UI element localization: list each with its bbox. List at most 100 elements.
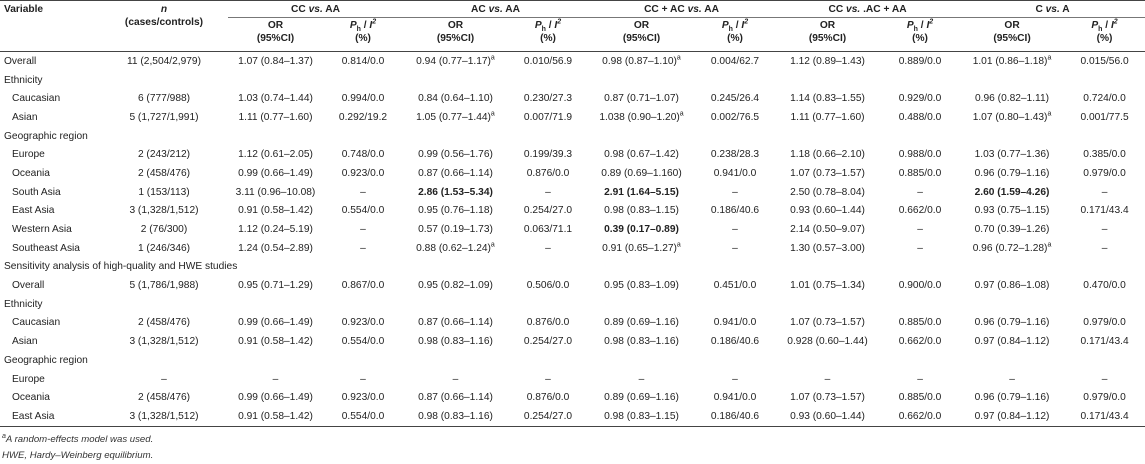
footnote-marker: a <box>490 241 495 249</box>
footnote-marker: a <box>676 54 681 62</box>
ph-i2-cell: 0.004/62.7 <box>710 55 760 67</box>
footnote-random-effects: aA random-effects model was used. <box>2 432 154 445</box>
or-ci-header: OR (95%CI) <box>993 20 1031 44</box>
ph-i2-cell: 0.488/0.0 <box>898 111 942 123</box>
ph-i2-cell: – <box>732 224 738 236</box>
or-cell: 0.93 (0.75–1.15) <box>974 205 1050 217</box>
or-cell: 1.18 (0.66–2.10) <box>790 149 865 161</box>
group-header-ccac-vs-aa: CC + AC vs. AA <box>588 0 776 18</box>
ph-i2-cell: – <box>360 224 366 236</box>
or-cell: 0.87 (0.66–1.14) <box>418 392 493 404</box>
or-cell: 1.24 (0.54–2.89) <box>238 242 313 254</box>
or-cell: 1.03 (0.77–1.36) <box>974 149 1050 161</box>
or-cell: 0.87 (0.66–1.14) <box>418 167 493 179</box>
ph-i2-cell: 0.941/0.0 <box>713 317 757 329</box>
ph-i2-cell: 0.979/0.0 <box>1083 392 1126 404</box>
ph-i2-cell: 0.007/71.9 <box>523 111 573 123</box>
or-cell: 0.95 (0.71–1.29) <box>238 280 313 292</box>
ph-i2-cell: 0.001/77.5 <box>1080 111 1129 123</box>
or-ci-header: OR (95%CI) <box>622 20 661 44</box>
group-header-cc-vs-acaa: CC vs. .AC + AA <box>775 0 961 18</box>
or-cell: 0.93 (0.60–1.44) <box>775 407 881 427</box>
table-row: Asian 5 (1,727/1,991) 1.11 (0.77–1.60) 0.29… <box>0 108 1145 127</box>
table-row: Overall 11 (2,504/2,979) 1.07 (0.84–1.37) 0… <box>0 52 1145 71</box>
or-cell: 0.99 (0.56–1.76) <box>418 149 493 161</box>
ph-i2-cell: – <box>545 242 551 254</box>
ph-i2-header: Ph / I2 (%) <box>349 18 377 44</box>
or-cell: – <box>1009 373 1015 385</box>
row-label: Overall <box>4 55 37 67</box>
or-cell: 0.94 (0.77–1.17)a <box>416 54 495 67</box>
ph-i2-cell: 0.941/0.0 <box>713 167 757 179</box>
ph-i2-header: Ph / I2 (%) <box>1091 18 1118 44</box>
or-cell: 0.97 (0.86–1.08) <box>974 280 1050 292</box>
ph-i2-cell: 0.979/0.0 <box>1083 317 1126 329</box>
or-cell: 1.30 (0.57–3.00) <box>790 242 865 254</box>
ph-i2-cell: – <box>732 373 738 385</box>
ph-i2-cell: 0.171/43.4 <box>1064 407 1145 427</box>
ph-i2-cell: 0.506/0.0 <box>526 280 570 292</box>
or-cell: 1.01 (0.75–1.34) <box>790 280 865 292</box>
row-label: East Asia <box>0 407 100 427</box>
or-cell: 1.11 (0.77–1.60) <box>790 111 865 123</box>
section-row: Geographic region <box>0 351 1145 370</box>
cases-controls-cell: 2 (243/212) <box>137 149 191 161</box>
cases-controls-cell: 11 (2,504/2,979) <box>126 55 201 67</box>
or-cell: 3.11 (0.96–10.08) <box>235 186 316 198</box>
ph-i2-cell: – <box>1101 186 1108 198</box>
row-label: Caucasian <box>12 93 61 105</box>
footnote-abbreviation: HWE, Hardy–Weinberg equilibrium. <box>2 449 154 461</box>
or-cell: 0.88 (0.62–1.24)a <box>416 241 495 254</box>
row-label: Europe <box>12 149 45 161</box>
or-cell: 0.95 (0.76–1.18) <box>418 205 493 217</box>
ph-i2-cell: 0.979/0.0 <box>1083 167 1126 179</box>
row-label: Caucasian <box>12 317 61 329</box>
table-row: East Asia 3 (1,328/1,512) 0.91 (0.58–1.42)… <box>0 407 1145 427</box>
or-cell: 1.14 (0.83–1.55) <box>790 93 865 105</box>
ph-i2-cell: 0.662/0.0 <box>880 407 961 427</box>
ph-i2-cell: 0.876/0.0 <box>526 167 570 179</box>
cases-controls-cell: 3 (1,328/1,512) <box>100 407 228 427</box>
ph-i2-cell: – <box>545 373 551 385</box>
cases-controls-cell: 5 (1,786/1,988) <box>129 280 199 292</box>
cases-controls-cell: 6 (777/988) <box>137 93 191 105</box>
or-cell: 0.95 (0.82–1.09) <box>418 280 493 292</box>
table-row: Western Asia 2 (76/300) 1.12 (0.24–5.19) – 0… <box>0 220 1145 239</box>
ph-i2-cell: – <box>1101 224 1108 236</box>
ph-i2-cell: 0.254/27.0 <box>523 205 573 217</box>
or-cell: 1.07 (0.80–1.43)a <box>972 110 1052 123</box>
ph-i2-cell: 0.015/56.0 <box>1080 55 1129 67</box>
or-cell: 1.12 (0.61–2.05) <box>238 149 313 161</box>
ph-i2-cell: 0.662/0.0 <box>898 205 942 217</box>
ph-i2-cell: 0.230/27.3 <box>523 93 573 105</box>
footnote-marker: a <box>679 110 684 118</box>
footnote-marker: a <box>490 54 495 62</box>
or-cell: 0.98 (0.83–1.16) <box>403 407 508 427</box>
or-cell: 0.99 (0.66–1.49) <box>238 167 313 179</box>
section-row: Sensitivity analysis of high-quality and… <box>0 258 1145 277</box>
section-label: Geographic region <box>4 354 88 366</box>
ph-i2-cell: – <box>917 242 923 254</box>
variable-header: Variable <box>0 0 100 52</box>
header-group-row: Variable n (cases/controls) CC vs. AA AC… <box>0 0 1145 52</box>
ph-i2-cell: 0.554/0.0 <box>341 205 385 217</box>
ph-i2-cell: 0.885/0.0 <box>898 167 942 179</box>
ph-i2-cell: 0.002/76.5 <box>710 111 760 123</box>
or-cell: 0.96 (0.72–1.28)a <box>972 241 1052 254</box>
ph-i2-cell: 0.994/0.0 <box>341 93 385 105</box>
or-cell: 0.87 (0.71–1.07) <box>604 93 679 105</box>
ph-i2-cell: 0.748/0.0 <box>341 149 385 161</box>
cases-controls-cell: 2 (76/300) <box>140 224 188 236</box>
or-cell: 1.05 (0.77–1.44)a <box>416 110 495 123</box>
ph-i2-cell: 0.724/0.0 <box>1083 93 1126 105</box>
ph-i2-cell: 0.889/0.0 <box>898 55 942 67</box>
ph-i2-cell: 0.885/0.0 <box>898 392 942 404</box>
cases-controls-cell: 3 (1,328/1,512) <box>129 205 199 217</box>
table-row: Caucasian 6 (777/988) 1.03 (0.74–1.44) 0.99… <box>0 89 1145 108</box>
or-cell: 0.96 (0.79–1.16) <box>974 392 1050 404</box>
ph-i2-cell: 0.186/40.6 <box>710 205 760 217</box>
ph-i2-header: Ph / I2 (%) <box>534 18 562 44</box>
or-cell: 1.07 (0.73–1.57) <box>790 392 865 404</box>
section-row: Geographic region <box>0 127 1145 146</box>
table-row: Europe – – – – – – – – – – – <box>0 370 1145 389</box>
